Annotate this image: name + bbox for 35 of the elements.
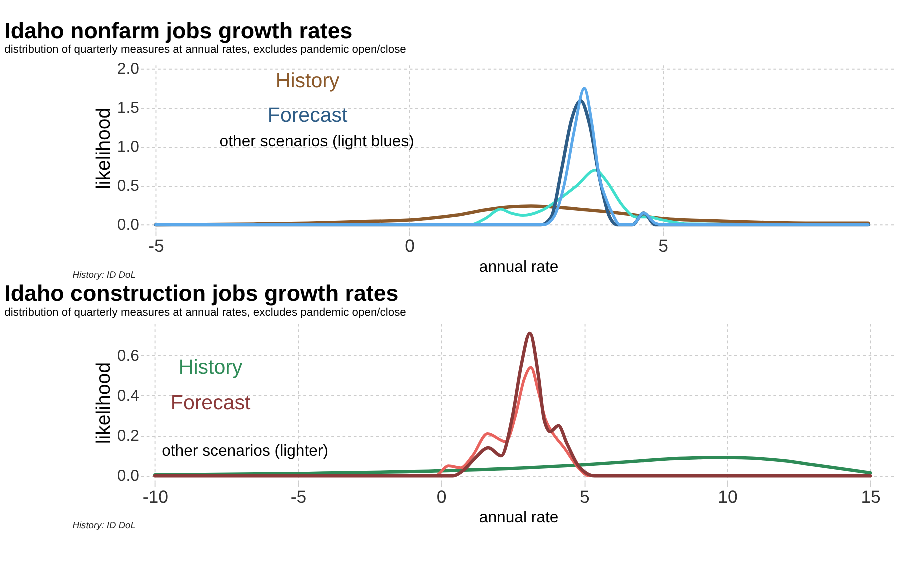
y-tick-label: 0.0	[117, 468, 140, 486]
x-tick-label: 0	[405, 236, 416, 256]
y-tick-label: 0.0	[117, 217, 140, 234]
x-axis-title: annual rate	[479, 258, 559, 276]
y-axis-title: likelihood	[92, 362, 115, 444]
text: Forecast	[170, 391, 251, 414]
y-tick-label: 0.4	[117, 388, 140, 405]
text: History: ID DoL	[72, 270, 136, 280]
x-tick-label: -5	[148, 236, 165, 256]
line-series	[154, 332, 872, 478]
chart-title: Idaho nonfarm jobs growth rates	[4, 18, 353, 44]
x-tick-label: 5	[580, 487, 590, 508]
text: History: ID DoL	[72, 520, 136, 531]
y-tick-label: 1.0	[117, 139, 140, 156]
x-tick-label: 10	[718, 487, 738, 508]
chart-title: Idaho construction jobs growth rates	[4, 281, 399, 306]
text: History	[276, 70, 340, 93]
y-tick-label: 1.5	[117, 100, 140, 118]
x-tick-label: -5	[290, 487, 307, 508]
x-tick-label: 5	[658, 236, 669, 256]
text: History	[178, 356, 244, 379]
x-tick-label: 15	[861, 487, 882, 508]
y-tick-label: 0.2	[117, 428, 140, 446]
text: Forecast	[268, 104, 348, 128]
y-tick-label: 0.5	[117, 178, 140, 196]
y-tick-label: 0.6	[117, 348, 140, 365]
annotation: other scenarios (light blues)	[220, 133, 414, 150]
y-tick-label: 2.0	[117, 61, 140, 78]
annotation: other scenarios (lighter)	[162, 442, 329, 460]
x-tick-label: 0	[436, 487, 447, 508]
x-axis-title: annual rate	[479, 510, 559, 527]
chart-subtitle: distribution of quarterly measures at annual rates, excludes pandemic open/close	[4, 307, 406, 320]
chart-subtitle: distribution of quarterly measures at annual rates, excludes pandemic open/close	[4, 44, 406, 56]
x-tick-label: -10	[142, 487, 169, 508]
y-axis-title: likelihood	[92, 108, 115, 190]
